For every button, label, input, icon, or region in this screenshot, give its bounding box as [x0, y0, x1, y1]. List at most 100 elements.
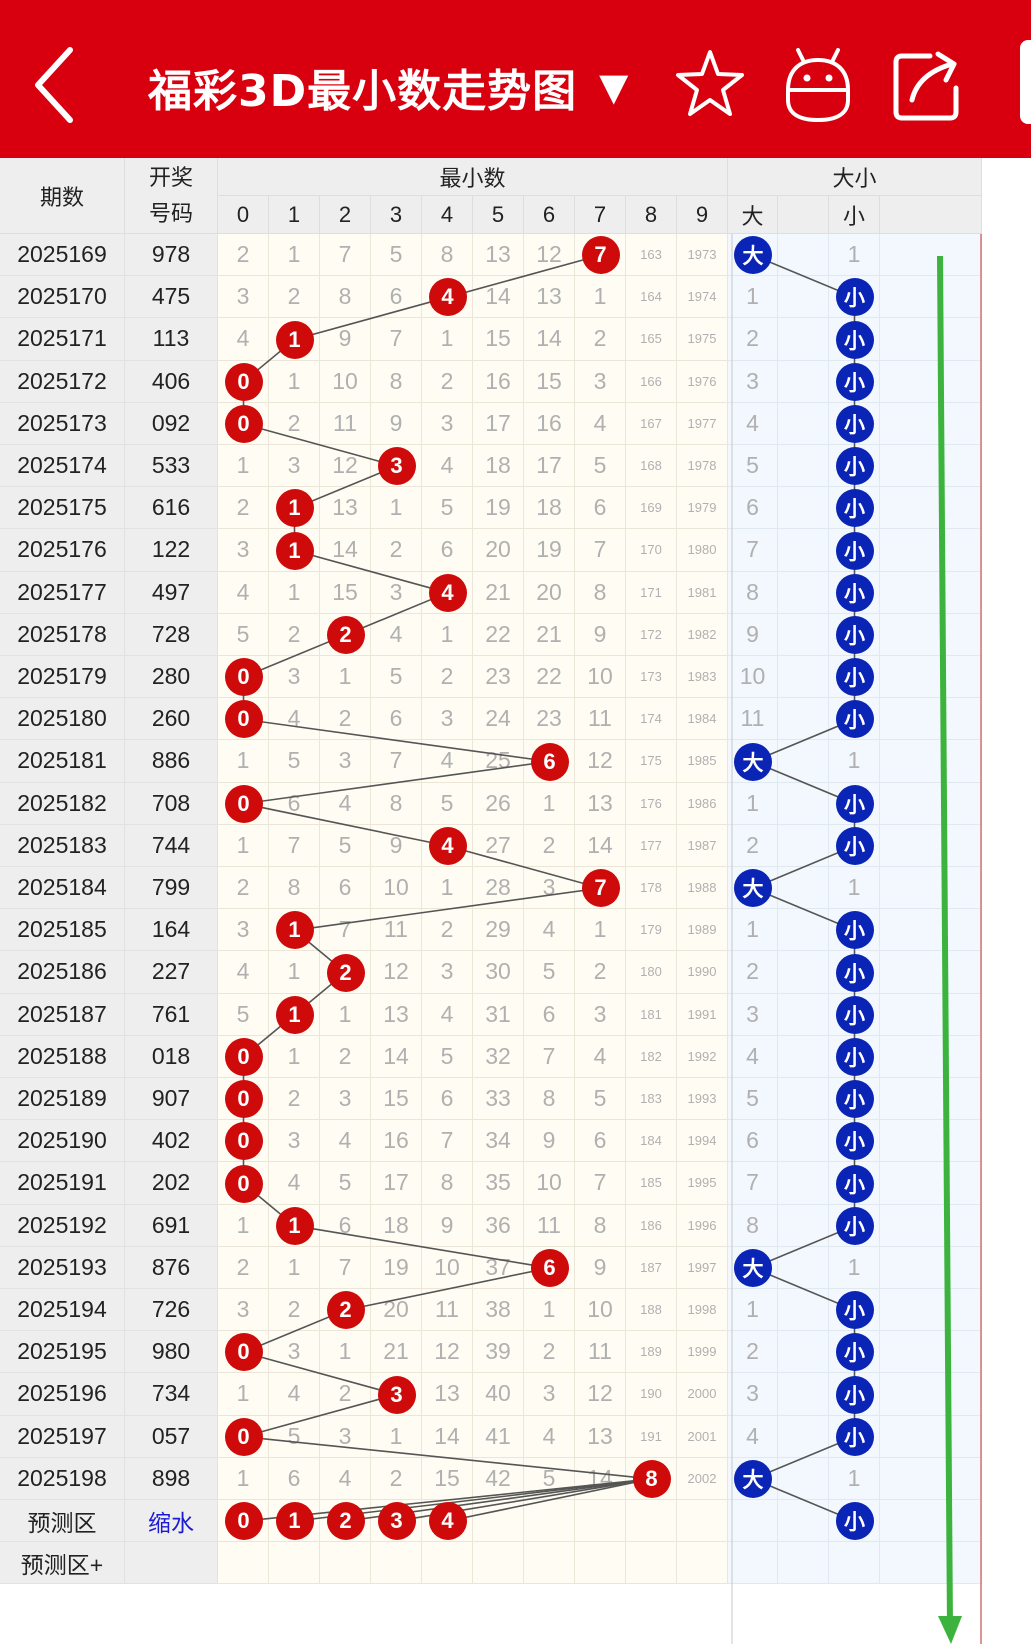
predict-ball[interactable]: 2 [326, 1502, 365, 1541]
star-icon[interactable] [672, 44, 748, 124]
size-cell: 1 [829, 1246, 880, 1289]
predict-plus-digit-cell[interactable] [626, 1542, 677, 1585]
digit-cell: 5 [371, 656, 422, 699]
predict-plus-digit-cell[interactable] [269, 1542, 320, 1585]
digit-header-2: 2 [320, 196, 371, 234]
predict-ball[interactable]: 3 [377, 1502, 416, 1541]
digit-cell: 176 [626, 782, 677, 825]
digit-cell: 29 [473, 909, 524, 952]
back-arrow-icon[interactable] [22, 40, 92, 130]
digit-cell: 4 [218, 951, 269, 994]
size-ball: 小 [835, 1375, 874, 1414]
digit-cell: 17 [371, 1162, 422, 1205]
predict-ball[interactable]: 4 [428, 1502, 467, 1541]
size-ball: 大 [734, 236, 772, 275]
predict-plus-digit-cell[interactable] [422, 1542, 473, 1585]
size-filler-cell [880, 867, 982, 910]
predict-plus-size-cell[interactable] [829, 1542, 880, 1585]
predict-plus-digit-cell[interactable] [371, 1542, 422, 1585]
size-ball: 大 [734, 1459, 772, 1498]
shrink-link[interactable]: 缩水 [125, 1500, 218, 1543]
predict-plus-digit-cell[interactable] [575, 1542, 626, 1585]
digit-cell: 19 [371, 1246, 422, 1289]
digit-cell: 1 [269, 571, 320, 614]
predict-plus-digit-cell[interactable] [320, 1542, 371, 1585]
predict-digit-cell[interactable] [677, 1500, 728, 1543]
draw-header-line1: 开奖 [148, 164, 193, 190]
share-icon[interactable] [890, 44, 966, 124]
side-tab[interactable] [1020, 40, 1031, 124]
min-number-ball: 6 [530, 742, 569, 781]
draw-number-cell: 708 [125, 782, 218, 825]
size-cell: 2 [728, 951, 778, 994]
digit-cell: 4 [269, 1162, 320, 1205]
draw-header-line2: 号码 [148, 200, 193, 226]
draw-number-cell: 726 [125, 1289, 218, 1332]
digit-header-6: 6 [524, 196, 575, 234]
digit-cell: 7 [320, 1246, 371, 1289]
title-dropdown[interactable]: 福彩3D最小数走势图 ▼ [148, 52, 628, 122]
draw-number-cell: 406 [125, 360, 218, 403]
predict-plus-row-label: 预测区+ [0, 1542, 125, 1585]
digit-cell: 4 [524, 909, 575, 952]
predict-size-cell[interactable] [728, 1500, 778, 1543]
robot-icon[interactable] [780, 44, 856, 124]
predict-plus-digit-cell[interactable] [524, 1542, 575, 1585]
predict-digit-cell[interactable] [575, 1500, 626, 1543]
digit-cell: 6 [575, 1120, 626, 1163]
digit-cell: 1989 [677, 909, 728, 952]
digit-cell: 3 [320, 1415, 371, 1458]
predict-size-ball[interactable]: 小 [835, 1502, 874, 1541]
digit-cell: 18 [473, 445, 524, 488]
digit-cell: 5 [422, 782, 473, 825]
draw-number-cell: 907 [125, 1078, 218, 1121]
digit-cell: 4 [524, 1415, 575, 1458]
period-cell: 2025193 [0, 1246, 125, 1289]
size-cell: 4 [728, 402, 778, 445]
digit-cell: 1991 [677, 993, 728, 1036]
trend-chart[interactable]: 期数 开奖 号码 最小数 0 1 2 3 4 5 6 7 8 9 大小大小 2025169 978 2 1 7 5 8 13… [0, 158, 1031, 1644]
digit-cell: 5 [371, 234, 422, 277]
predict-digit-cell[interactable] [524, 1500, 575, 1543]
digit-cell: 8 [371, 782, 422, 825]
predict-plus-digit-cell[interactable] [218, 1542, 269, 1585]
draw-number-cell: 980 [125, 1331, 218, 1374]
digit-cell: 3 [269, 1120, 320, 1163]
digit-cell: 184 [626, 1120, 677, 1163]
size-ball: 小 [835, 658, 874, 697]
size-cell: 8 [728, 1204, 778, 1247]
predict-plus-digit-cell[interactable] [677, 1542, 728, 1585]
predict-ball[interactable]: 1 [275, 1502, 314, 1541]
digit-cell: 1 [218, 1204, 269, 1247]
min-number-ball: 1 [275, 531, 314, 570]
digit-cell: 174 [626, 698, 677, 741]
digit-cell: 189 [626, 1331, 677, 1374]
digit-cell: 17 [473, 402, 524, 445]
period-cell: 2025177 [0, 571, 125, 614]
digit-cell: 1 [422, 318, 473, 361]
size-cell [778, 529, 829, 572]
digit-cell: 4 [320, 782, 371, 825]
predict-plus-size-cell[interactable] [778, 1542, 829, 1585]
size-cell [778, 1373, 829, 1416]
digit-cell: 2002 [677, 1457, 728, 1500]
digit-cell: 4 [422, 445, 473, 488]
digit-cell: 1983 [677, 656, 728, 699]
predict-plus-size-cell[interactable] [728, 1542, 778, 1585]
digit-cell: 35 [473, 1162, 524, 1205]
period-cell: 2025192 [0, 1204, 125, 1247]
digit-cell: 5 [269, 740, 320, 783]
size-header-small: 小 [829, 196, 880, 234]
size-cell: 8 [728, 571, 778, 614]
draw-number-cell: 164 [125, 909, 218, 952]
size-cell: 1 [728, 1289, 778, 1332]
min-number-ball: 0 [224, 1122, 263, 1161]
size-filler-cell [880, 656, 982, 699]
digit-cell: 6 [320, 1204, 371, 1247]
digit-cell: 8 [524, 1078, 575, 1121]
predict-digit-cell[interactable] [626, 1500, 677, 1543]
predict-ball[interactable]: 0 [224, 1502, 263, 1541]
digit-cell: 8 [422, 1162, 473, 1205]
digit-header-5: 5 [473, 196, 524, 234]
predict-plus-digit-cell[interactable] [473, 1542, 524, 1585]
